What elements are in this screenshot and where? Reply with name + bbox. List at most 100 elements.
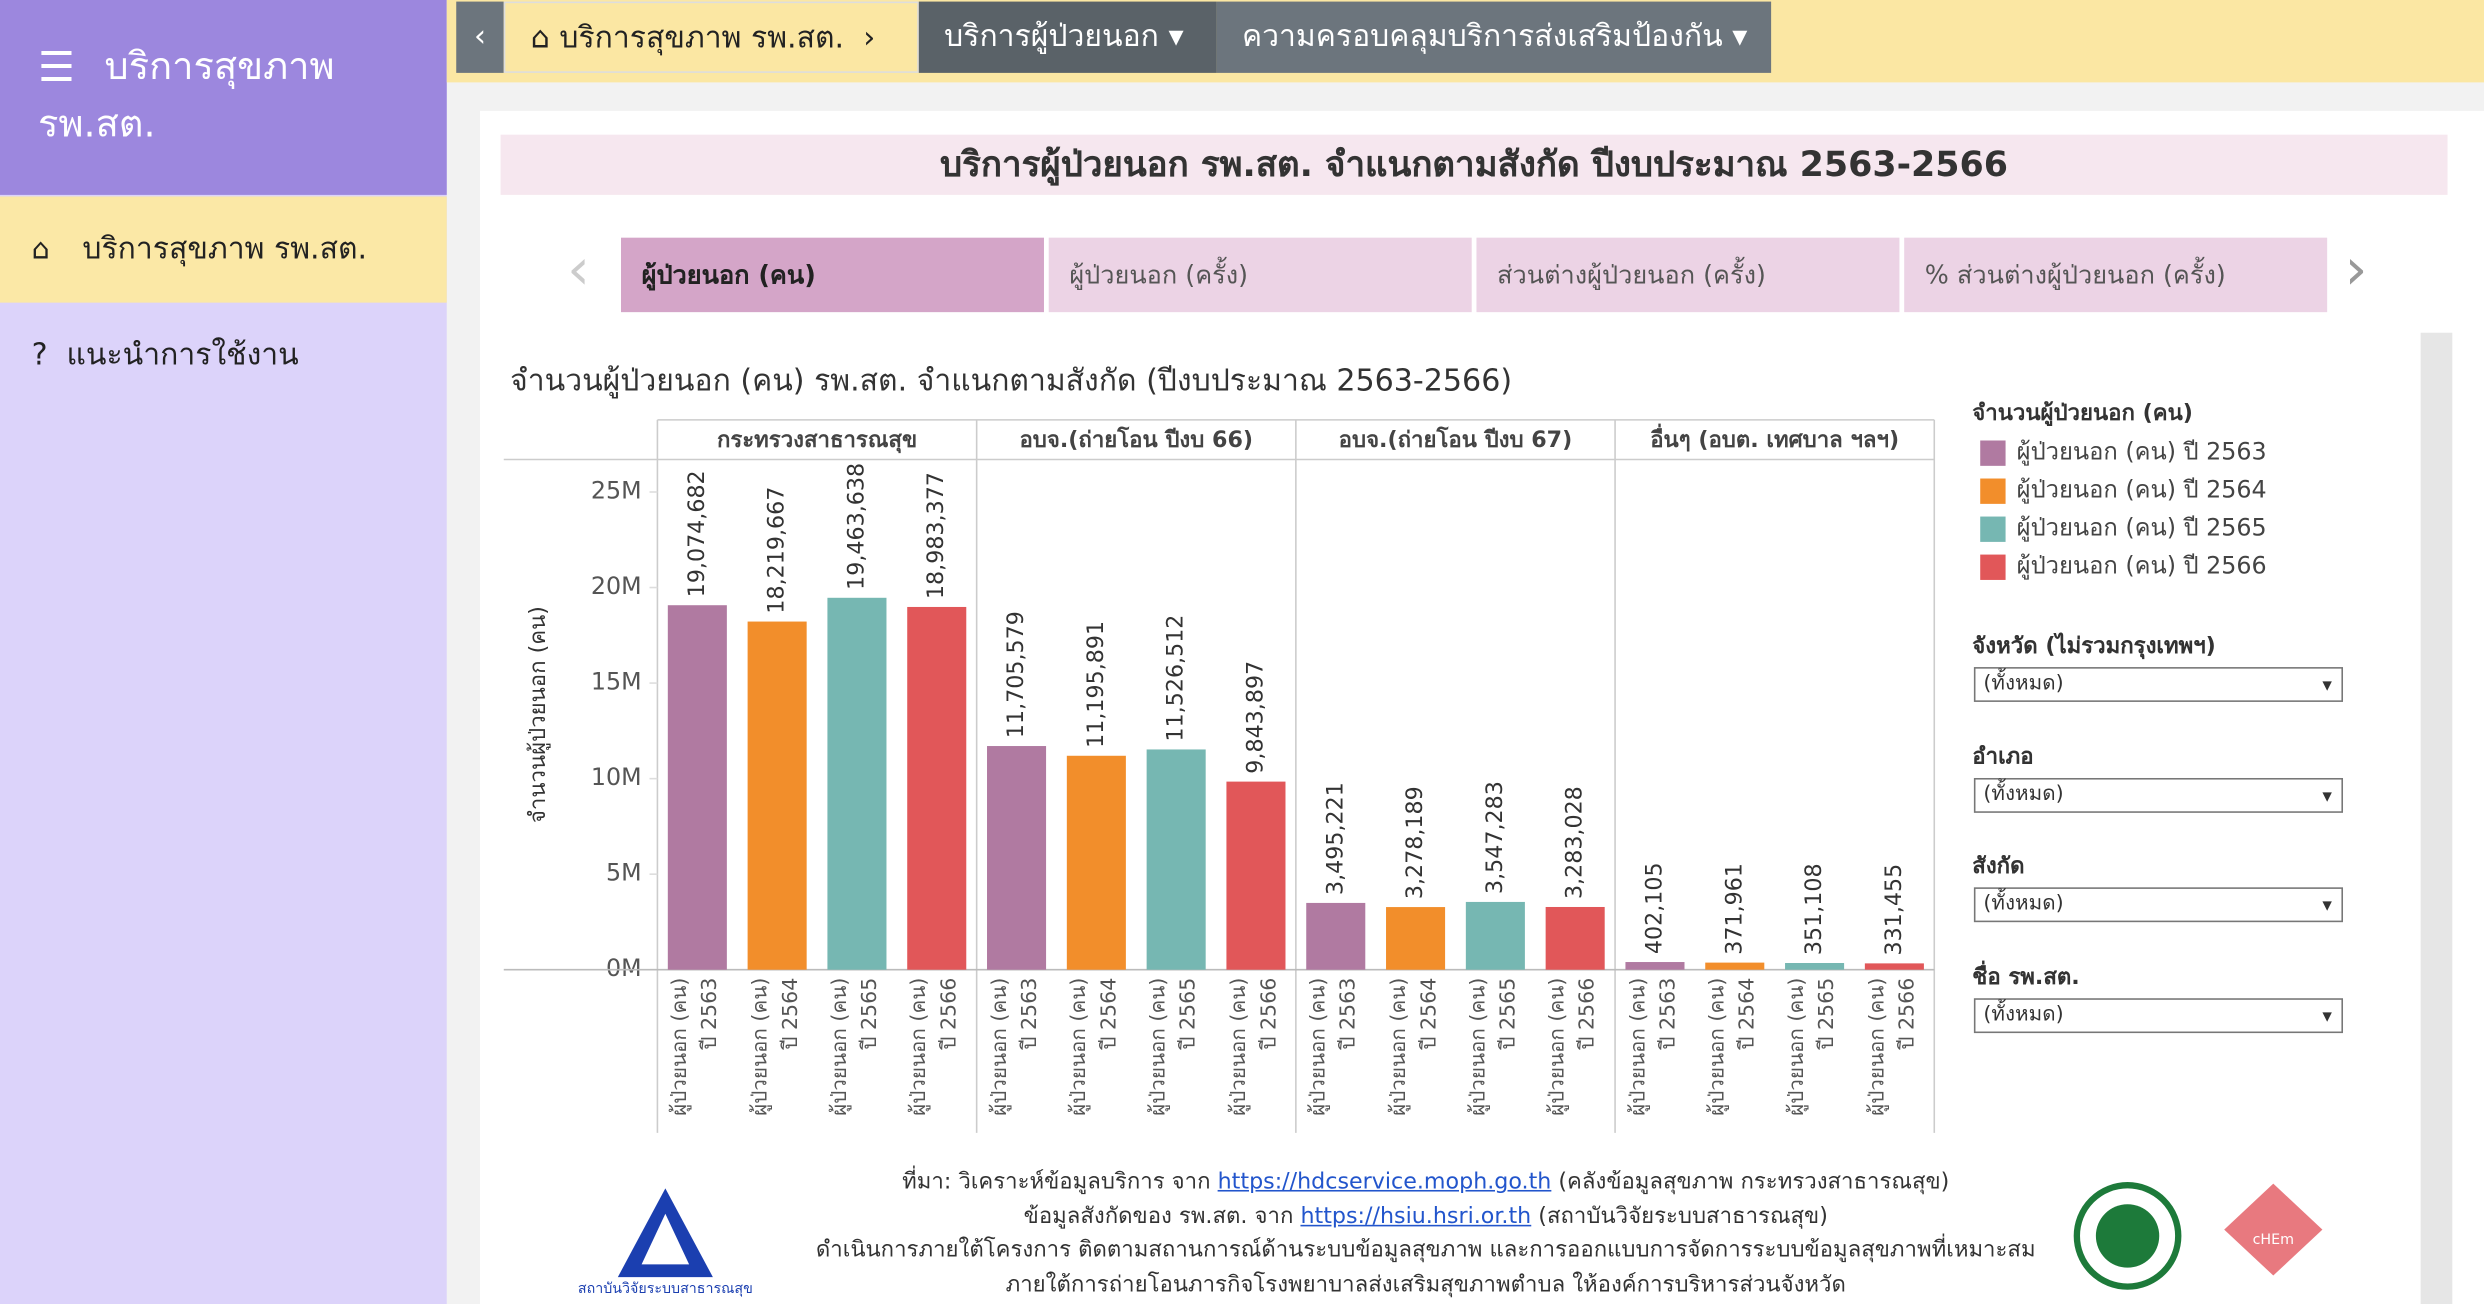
bar bbox=[1306, 902, 1366, 970]
home-icon: ⌂ bbox=[31, 232, 50, 267]
breadcrumb-text: บริการผู้ป่วยนอก bbox=[944, 19, 1159, 54]
breadcrumb-item[interactable]: ⌂ บริการสุขภาพ รพ.สต. › bbox=[503, 1, 919, 73]
footer-text: (คลังข้อมูลสุขภาพ กระทรวงสาธารณสุข) bbox=[1551, 1169, 1950, 1195]
x-tick-label: ผู้ป่วยนอก (คน) ปี 2564 bbox=[748, 977, 803, 1116]
facet-label: อบจ.(ถ่ายโอน ปีงบ 67) bbox=[1339, 426, 1573, 453]
legend-label: ผู้ป่วยนอก (คน) ปี 2566 bbox=[2017, 552, 2267, 581]
filter-select[interactable]: (ทั้งหมด) bbox=[1973, 998, 2344, 1034]
chem-logo: cHEm bbox=[2224, 1183, 2323, 1276]
tab[interactable]: ผู้ป่วยนอก (คน) bbox=[620, 237, 1044, 313]
tab-next[interactable]: › bbox=[2344, 237, 2368, 303]
x-tick-label: ผู้ป่วยนอก (คน) ปี 2564 bbox=[1706, 977, 1761, 1116]
tab-prev[interactable]: ‹ bbox=[567, 237, 590, 303]
value-label: 11,526,512 bbox=[1163, 615, 1189, 742]
page-heading: บริการผู้ป่วยนอก รพ.สต. จำแนกตามสังกัด ป… bbox=[500, 134, 2448, 195]
legend-swatch bbox=[1980, 554, 2006, 580]
filter-select[interactable]: (ทั้งหมด) bbox=[1973, 887, 2344, 923]
bar bbox=[1226, 781, 1286, 970]
y-tick-label: 10M bbox=[591, 763, 642, 791]
x-tick-label: ผู้ป่วยนอก (คน) ปี 2564 bbox=[1067, 977, 1122, 1116]
x-tick-label: ผู้ป่วยนอก (คน) ปี 2566 bbox=[1546, 977, 1601, 1116]
value-label: 11,195,891 bbox=[1083, 621, 1109, 748]
x-tick-label: ผู้ป่วยนอก (คน) ปี 2565 bbox=[1786, 977, 1840, 1116]
bar bbox=[1146, 749, 1206, 970]
x-tick-label: ผู้ป่วยนอก (คน) ปี 2566 bbox=[908, 977, 963, 1116]
filter-label: สังกัด bbox=[1972, 854, 2025, 880]
x-tick-label: ผู้ป่วยนอก (คน) ปี 2563 bbox=[1307, 977, 1362, 1116]
chart-title: จำนวนผู้ป่วยนอก (คน) รพ.สต. จำแนกตามสังก… bbox=[510, 363, 1512, 398]
y-tick-label: 0M bbox=[606, 954, 642, 982]
sidebar-title: บริการสุขภาพ รพ.สต. bbox=[38, 44, 335, 146]
bar bbox=[907, 606, 967, 970]
logo-shape bbox=[641, 1213, 690, 1265]
footer: ที่มา: วิเคราะห์ข้อมูลบริการ จาก https:/… bbox=[665, 1166, 2186, 1302]
breadcrumb-dropdown[interactable]: บริการผู้ป่วยนอก ▾ bbox=[918, 1, 1217, 73]
x-tick-label: ผู้ป่วยนอก (คน) ปี 2563 bbox=[668, 977, 723, 1116]
legend-swatch bbox=[1980, 440, 2006, 466]
x-tick-label: ผู้ป่วยนอก (คน) ปี 2564 bbox=[1387, 977, 1441, 1116]
y-tick-label: 5M bbox=[606, 859, 642, 887]
bar bbox=[1545, 906, 1605, 970]
help-icon: ? bbox=[31, 337, 48, 373]
breadcrumb-text: บริการสุขภาพ รพ.สต. bbox=[559, 20, 845, 56]
menu-text: แนะนำการใช้งาน bbox=[66, 337, 299, 373]
legend-swatch bbox=[1980, 478, 2006, 504]
facet-label: กระทรวงสาธารณสุข bbox=[717, 427, 917, 454]
back-button[interactable]: ‹ bbox=[456, 1, 504, 73]
bar bbox=[1066, 755, 1126, 970]
y-axis-label: จำนวนผู้ป่วยนอก (คน) bbox=[525, 606, 551, 823]
logo-text: สถาบันวิจัยระบบสาธารณสุข bbox=[578, 1281, 752, 1297]
footer-link[interactable]: https://hsiu.hsri.or.th bbox=[1300, 1203, 1532, 1229]
filter-select[interactable]: (ทั้งหมด) bbox=[1973, 777, 2344, 813]
value-label: 331,455 bbox=[1881, 864, 1907, 956]
tab[interactable]: % ส่วนต่างผู้ป่วยนอก (ครั้ง) bbox=[1904, 237, 2328, 313]
footer-text: (สถาบันวิจัยระบบสาธารณสุข) bbox=[1531, 1203, 1828, 1229]
footer-text: ที่มา: วิเคราะห์ข้อมูลบริการ จาก bbox=[902, 1169, 1218, 1195]
bar bbox=[1465, 901, 1525, 970]
tab[interactable]: ผู้ป่วยนอก (ครั้ง) bbox=[1048, 237, 1472, 313]
tab[interactable]: ส่วนต่างผู้ป่วยนอก (ครั้ง) bbox=[1476, 237, 1900, 313]
bar bbox=[747, 621, 807, 970]
value-label: 11,705,579 bbox=[1003, 611, 1029, 738]
legend-label: ผู้ป่วยนอก (คน) ปี 2564 bbox=[2017, 476, 2267, 505]
footer-text: ข้อมูลสังกัดของ รพ.สต. จาก bbox=[1023, 1203, 1301, 1229]
footer-text: ภายใต้การถ่ายโอนภารกิจโรงพยาบาลส่งเสริมส… bbox=[1005, 1271, 1846, 1297]
bar bbox=[1705, 962, 1765, 970]
footer-text: ดำเนินการภายใต้โครงการ ติดตามสถานการณ์ด้… bbox=[815, 1237, 2036, 1263]
scrollbar[interactable] bbox=[2420, 332, 2453, 1304]
legend-swatch bbox=[1980, 516, 2006, 542]
legend-title: จำนวนผู้ป่วยนอก (คน) bbox=[1972, 400, 2193, 427]
footer-link[interactable]: https://hdcservice.moph.go.th bbox=[1217, 1169, 1552, 1195]
breadcrumb-text: ความครอบคลุมบริการส่งเสริมป้องกัน bbox=[1241, 19, 1723, 54]
hsri-logo: สถาบันวิจัยระบบสาธารณสุข bbox=[578, 1188, 752, 1297]
breadcrumb-dropdown[interactable]: ความครอบคลุมบริการส่งเสริมป้องกัน ▾ bbox=[1216, 1, 1772, 73]
legend-label: ผู้ป่วยนอก (คน) ปี 2563 bbox=[2017, 438, 2267, 467]
value-label: 351,108 bbox=[1801, 863, 1827, 955]
footer-line: ภายใต้การถ่ายโอนภารกิจโรงพยาบาลส่งเสริมส… bbox=[665, 1268, 2186, 1302]
bar bbox=[827, 597, 887, 970]
filter-select[interactable]: (ทั้งหมด) bbox=[1973, 667, 2344, 702]
logo-text: cHEm bbox=[2253, 1232, 2294, 1248]
value-label: 18,219,667 bbox=[764, 487, 790, 614]
filter-label: ชื่อ รพ.สต. bbox=[1972, 964, 2080, 991]
menu-icon[interactable]: ☰ bbox=[38, 44, 75, 92]
value-label: 3,547,283 bbox=[1482, 781, 1508, 894]
value-label: 3,278,189 bbox=[1402, 786, 1428, 899]
x-tick-label: ผู้ป่วยนอก (คน) ปี 2566 bbox=[1227, 977, 1282, 1116]
x-tick-label: ผู้ป่วยนอก (คน) ปี 2565 bbox=[828, 977, 883, 1116]
menu-item[interactable]: ⌂ บริการสุขภาพ รพ.สต. bbox=[0, 196, 447, 303]
facet-label: อื่นๆ (อบต. เทศบาล ฯลฯ) bbox=[1650, 423, 1899, 453]
bar bbox=[987, 746, 1047, 970]
menu-text: บริการสุขภาพ รพ.สต. bbox=[82, 231, 368, 267]
menu-item[interactable]: ? แนะนำการใช้งาน bbox=[0, 303, 447, 409]
y-tick-label: 20M bbox=[591, 572, 642, 600]
x-tick-label: ผู้ป่วยนอก (คน) ปี 2563 bbox=[1626, 977, 1681, 1116]
y-tick-label: 25M bbox=[591, 476, 642, 504]
value-label: 3,495,221 bbox=[1322, 782, 1348, 895]
value-label: 9,843,897 bbox=[1242, 661, 1268, 774]
value-label: 19,074,682 bbox=[684, 470, 710, 597]
footer-line: ที่มา: วิเคราะห์ข้อมูลบริการ จาก https:/… bbox=[665, 1166, 2186, 1200]
